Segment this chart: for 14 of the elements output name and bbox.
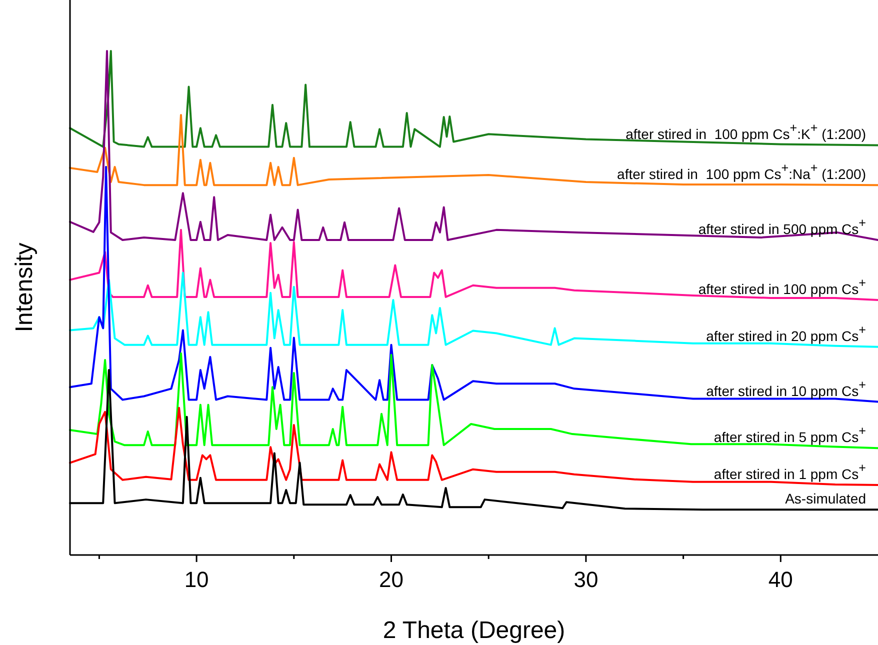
series-label: after stired in 100 ppm Cs$^{+}$ bbox=[698, 276, 866, 297]
x-tick-label: 10 bbox=[184, 567, 209, 592]
series-label: after stired in 10 ppm Cs$^{+}$ bbox=[706, 378, 866, 399]
series-label: after stired in 5 ppm Cs$^{+}$ bbox=[714, 424, 866, 446]
series-label: after stired in 20 ppm Cs$^{+}$ bbox=[706, 322, 866, 344]
series-label: after stired in 100 ppm Cs$^{+}$:Na$^{+}$ (1:200) bbox=[617, 161, 866, 182]
x-tick-label: 20 bbox=[379, 567, 404, 592]
x-tick-label: 30 bbox=[574, 567, 598, 592]
series-label: after stired in 1 ppm Cs$^{+}$ bbox=[714, 460, 866, 482]
x-axis-title: 2 Theta (Degree) bbox=[382, 617, 566, 644]
series-label: after stired in 100 ppm Cs$^{+}$:K$^{+}$ (1:200) bbox=[626, 121, 866, 142]
y-axis-title: Intensity bbox=[11, 242, 38, 332]
series-label: As-simulated bbox=[785, 490, 866, 507]
x-tick-label: 40 bbox=[768, 567, 793, 592]
